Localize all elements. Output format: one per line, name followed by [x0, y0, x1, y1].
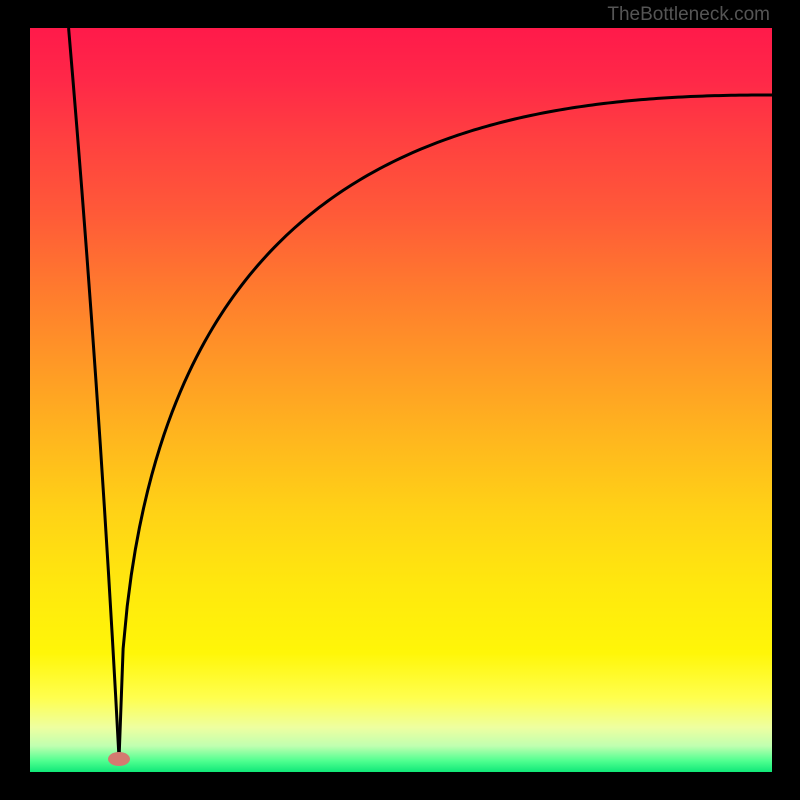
border-bottom [0, 772, 800, 800]
chart-container: TheBottleneck.com [0, 0, 800, 800]
vertex-marker [108, 752, 130, 766]
border-right [772, 0, 800, 800]
watermark-text: TheBottleneck.com [607, 4, 770, 26]
chart-svg [30, 28, 772, 772]
plot-area [30, 28, 772, 772]
gradient-background [30, 28, 772, 772]
border-left [0, 0, 30, 800]
